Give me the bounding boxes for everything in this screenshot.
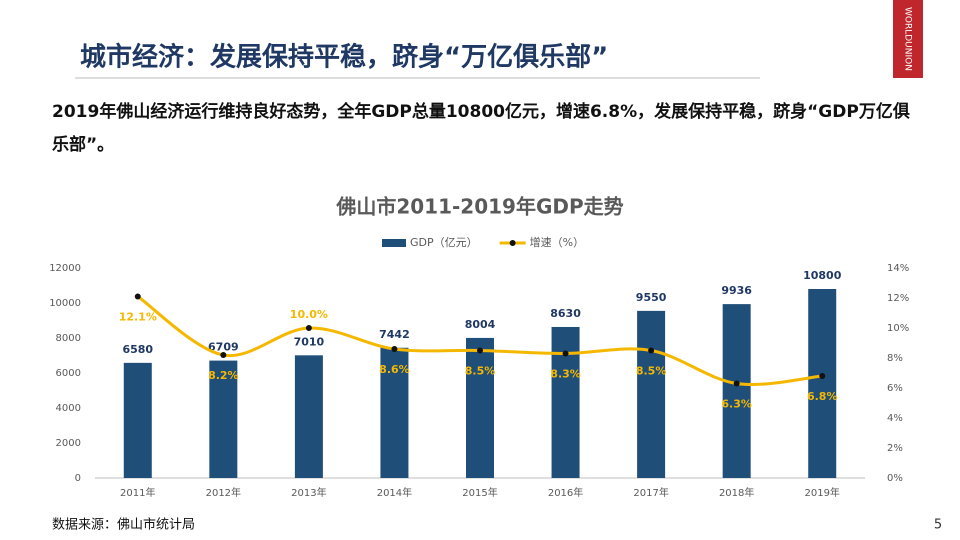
line-point — [220, 352, 227, 358]
y2-tick-label: 2% — [887, 443, 903, 454]
line-point — [305, 325, 312, 331]
x-tick-label: 2014年 — [377, 486, 412, 499]
line-label: 10.0% — [290, 308, 328, 321]
bar-label: 9550 — [636, 291, 667, 304]
x-tick-label: 2019年 — [804, 486, 839, 499]
bar-label: 8004 — [465, 318, 496, 331]
logo-box — [893, 0, 923, 78]
line-label: 8.5% — [465, 365, 496, 378]
bar — [466, 337, 494, 478]
line-label: 6.8% — [807, 390, 838, 403]
line-point — [477, 347, 483, 354]
y-tick-label: 8000 — [56, 333, 81, 344]
line-point — [391, 346, 398, 352]
x-tick-label: 2018年 — [719, 486, 754, 499]
y-tick-label: 12000 — [49, 263, 81, 274]
y-tick-label: 0 — [75, 473, 81, 484]
logo: WORLDUNION — [903, 7, 913, 71]
y2-tick-label: 12% — [887, 293, 909, 304]
line-label: 8.2% — [208, 369, 239, 382]
chart-title: 佛山市2011-2019年GDP走势 — [335, 195, 623, 219]
line-point — [134, 293, 141, 300]
bar — [808, 289, 837, 478]
source: 数据来源：佛山市统计局 — [52, 517, 195, 533]
y2-tick-label: 4% — [887, 413, 903, 424]
y-tick-label: 10000 — [49, 298, 81, 309]
bar — [123, 362, 152, 478]
x-tick-label: 2017年 — [633, 486, 668, 499]
y2-tick-label: 8% — [887, 353, 903, 364]
line-label: 6.3% — [721, 398, 752, 411]
x-tick-label: 2011年 — [120, 486, 155, 499]
legend-key-dot — [509, 240, 516, 246]
bar — [380, 347, 409, 478]
y-tick-label: 4000 — [56, 403, 81, 414]
line-label: 8.6% — [379, 363, 410, 376]
bar — [637, 310, 666, 478]
page-title: 城市经济：发展保持平稳，跻身“万亿俱乐部” — [80, 42, 608, 73]
legend-key — [382, 239, 406, 247]
legend-label: 增速（%） — [530, 235, 584, 249]
bar — [294, 355, 323, 478]
bar — [551, 326, 580, 478]
bar-label: 10800 — [803, 269, 842, 282]
line-point — [562, 350, 569, 357]
line-point — [648, 347, 655, 354]
bar-label: 8630 — [550, 307, 581, 320]
y2-tick-label: 14% — [887, 263, 909, 274]
line-label: 8.3% — [550, 368, 581, 381]
bar — [209, 360, 238, 478]
line-point — [733, 380, 740, 387]
x-tick-label: 2013年 — [291, 486, 326, 499]
y2-tick-label: 6% — [887, 383, 903, 394]
page-number: 5 — [934, 518, 942, 533]
y-tick-label: 6000 — [56, 368, 81, 379]
line-point — [819, 373, 826, 379]
y-tick-label: 2000 — [56, 438, 81, 449]
bar-label: 6580 — [122, 343, 153, 356]
bar-label: 6709 — [208, 341, 239, 354]
bar — [722, 304, 751, 478]
bar-label: 9936 — [721, 284, 752, 297]
line-label: 8.5% — [636, 365, 667, 378]
y2-tick-label: 0% — [887, 473, 903, 484]
x-tick-label: 2016年 — [548, 486, 583, 499]
bar-label: 7442 — [379, 328, 410, 341]
bar-label: 7010 — [294, 335, 325, 348]
x-tick-label: 2012年 — [206, 486, 241, 499]
y2-tick-label: 10% — [887, 323, 909, 334]
line-label: 12.1% — [119, 311, 157, 324]
legend-label: GDP（亿元） — [410, 236, 478, 249]
x-tick-label: 2015年 — [462, 486, 497, 499]
summary: 2019年佛山经济运行维持良好态势，全年GDP总量10800亿元，增速6.8%，… — [52, 102, 910, 155]
